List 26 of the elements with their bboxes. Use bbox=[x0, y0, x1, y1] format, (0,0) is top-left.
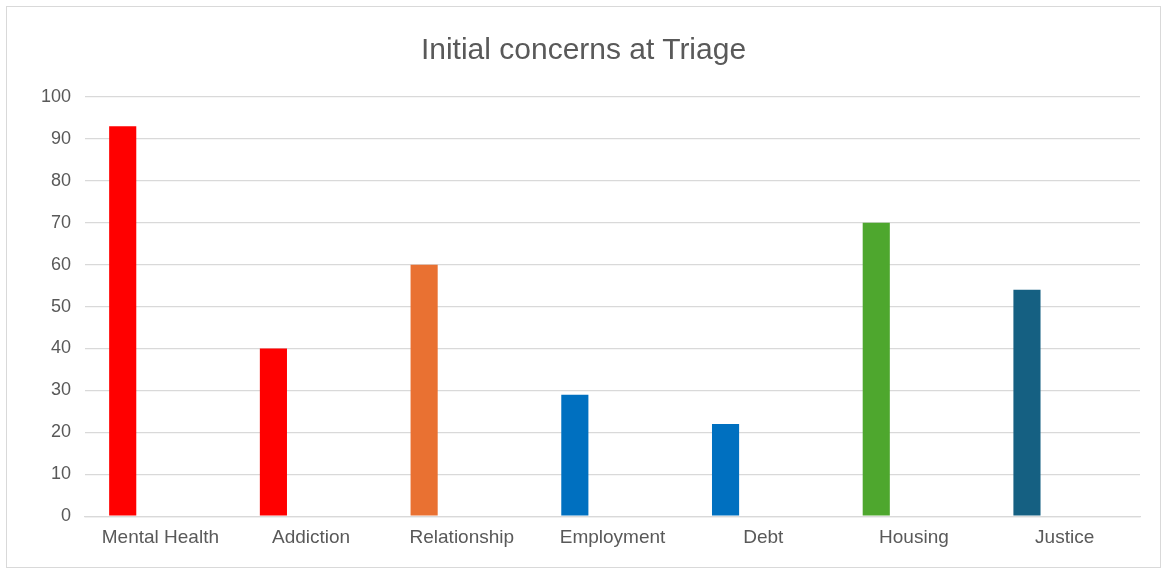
y-tick-label: 30 bbox=[51, 379, 72, 400]
x-tick-label: Housing bbox=[879, 525, 949, 547]
x-tick-label: Employment bbox=[559, 525, 667, 547]
x-tick-label: Justice bbox=[1035, 525, 1095, 547]
bar bbox=[711, 423, 740, 516]
bar bbox=[109, 126, 137, 516]
chart-title: Initial concerns at Triage bbox=[420, 32, 747, 66]
y-tick-label: 50 bbox=[51, 295, 72, 316]
y-tick-label: 70 bbox=[51, 211, 72, 232]
y-tick-label: 100 bbox=[40, 85, 72, 106]
bar bbox=[410, 264, 438, 516]
bar bbox=[561, 394, 589, 516]
bar bbox=[862, 222, 890, 516]
y-tick-label: 20 bbox=[51, 421, 72, 442]
y-tick-label: 90 bbox=[51, 127, 72, 148]
bar bbox=[259, 348, 287, 516]
y-tick-label: 80 bbox=[51, 169, 72, 190]
y-tick-label: 40 bbox=[51, 337, 72, 358]
bar bbox=[1013, 289, 1041, 516]
x-tick-label: Debt bbox=[743, 525, 785, 547]
x-tick-label: Relationship bbox=[409, 525, 515, 547]
y-tick-label: 0 bbox=[61, 505, 72, 526]
x-tick-label: Addiction bbox=[272, 525, 351, 547]
y-tick-label: 60 bbox=[51, 253, 72, 274]
y-tick-label: 10 bbox=[51, 463, 72, 484]
x-tick-label: Mental Health bbox=[101, 525, 219, 547]
